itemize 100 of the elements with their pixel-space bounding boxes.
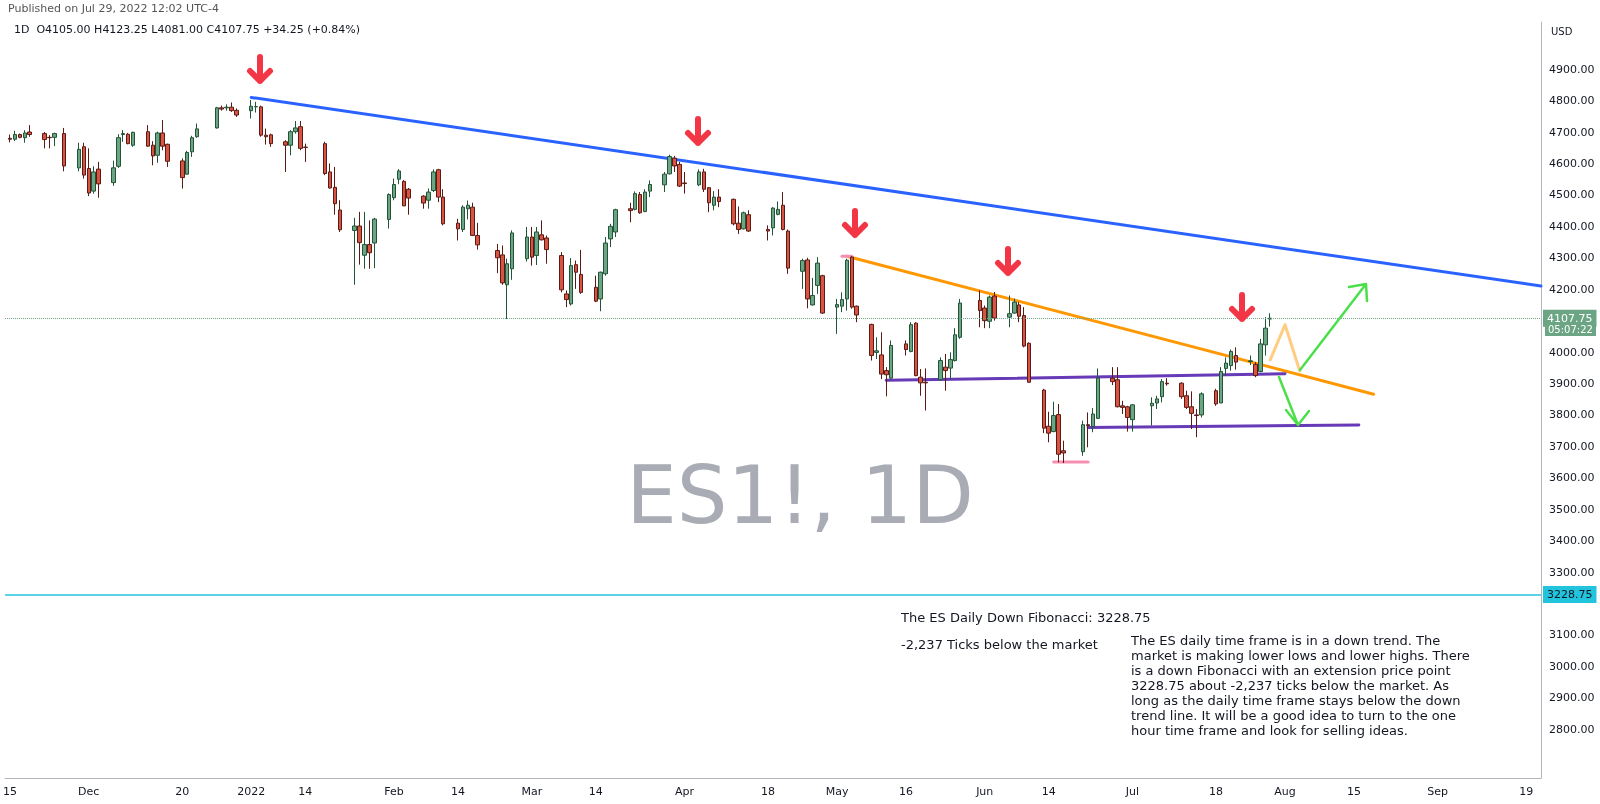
candlestick	[8, 134, 12, 143]
y-tick-label: 2800.00	[1549, 722, 1595, 736]
x-tick-label: Dec	[78, 785, 100, 798]
y-tick-label: 2900.00	[1549, 691, 1595, 705]
candlestick	[27, 124, 32, 138]
candlestick	[800, 258, 805, 290]
candlestick	[283, 139, 288, 173]
candlestick	[914, 321, 918, 377]
x-tick-label: 18	[1209, 785, 1224, 798]
candlestick	[367, 219, 372, 270]
candlestick	[594, 275, 598, 303]
y-tick-label: 3000.00	[1549, 659, 1595, 673]
candlestick	[155, 131, 160, 164]
x-tick-label: Aug	[1274, 785, 1296, 798]
candlestick	[909, 321, 913, 353]
y-tick-label: 4500.00	[1549, 188, 1595, 202]
candlestick	[943, 353, 948, 392]
x-tick-label: 14	[298, 785, 313, 798]
candlestick	[426, 188, 431, 210]
x-tick-label: 2022	[237, 785, 266, 798]
y-tick-label: 4400.00	[1549, 219, 1595, 233]
y-tick-label: 3600.00	[1549, 471, 1595, 485]
y-tick-label: 3900.00	[1549, 377, 1595, 390]
candlestick	[224, 103, 229, 112]
candlestick	[1234, 346, 1238, 371]
candlestick	[1160, 378, 1164, 403]
y-tick-label: 4600.00	[1549, 156, 1595, 170]
candlestick	[579, 249, 583, 295]
x-tick-label: Jul	[1124, 785, 1140, 798]
candlestick	[185, 150, 189, 176]
candlestick	[534, 226, 539, 266]
candlestick	[628, 202, 633, 223]
candlestick	[820, 274, 825, 315]
candlestick	[1086, 411, 1090, 448]
candlestick	[116, 133, 121, 169]
x-tick-label: Feb	[384, 785, 404, 798]
candlestick	[766, 224, 770, 241]
candlestick	[219, 105, 224, 112]
candlestick	[91, 165, 96, 195]
candlestick	[126, 132, 130, 145]
candlestick	[1165, 377, 1169, 387]
candlestick	[786, 228, 790, 275]
candlestick	[372, 217, 377, 269]
candlestick	[938, 356, 943, 382]
x-tick-label: Sep	[1427, 785, 1448, 798]
candlestick	[633, 190, 637, 211]
y-tick-label: 4200.00	[1549, 282, 1595, 296]
candlestick	[23, 129, 27, 144]
candlestick	[564, 289, 569, 308]
x-tick-label: 14	[1041, 785, 1056, 798]
candlestick	[697, 168, 701, 187]
y-tick-label: 4800.00	[1549, 94, 1595, 108]
candlestick	[1194, 408, 1199, 438]
ref-line-label: 3228.75	[1547, 588, 1593, 601]
x-tick-label: 14	[450, 785, 465, 798]
x-tick-label: 15	[1346, 785, 1361, 798]
candlestick	[638, 191, 642, 215]
candlestick	[52, 132, 57, 147]
x-tick-label: 15	[3, 785, 17, 798]
y-tick-label: 4000.00	[1549, 345, 1595, 359]
y-tick-label: 3800.00	[1549, 408, 1595, 422]
candlestick	[62, 127, 66, 172]
candlestick	[421, 194, 426, 210]
candlestick	[18, 133, 22, 139]
x-tick-label: Mar	[521, 785, 543, 798]
candlestick	[215, 106, 219, 130]
y-tick-label: 3300.00	[1549, 565, 1595, 579]
text: Published on Jul 29, 2022 12:02 UTC-4	[8, 2, 219, 15]
y-axis-title: USD	[1551, 25, 1573, 37]
candlestick	[805, 257, 810, 309]
x-tick-label: 18	[761, 785, 776, 798]
candlestick	[338, 199, 342, 233]
y-tick-label: 4900.00	[1549, 62, 1595, 76]
candlestick	[397, 168, 401, 185]
candlestick	[574, 260, 578, 290]
x-tick-label: Jun	[975, 785, 994, 798]
chart-subtitle: 1D O4105.00 H4123.25 L4081.00 C4107.75 +34.25 (+0.84%)	[14, 23, 361, 36]
candlestick	[559, 251, 564, 293]
annotation: The ES Daily Down Fibonacci: 3228.75	[901, 610, 1151, 625]
candlestick	[1051, 401, 1056, 433]
x-tick-label: 19	[1519, 785, 1534, 798]
candlestick	[1253, 361, 1258, 378]
candlestick	[1214, 388, 1218, 407]
candlestick	[1130, 403, 1135, 433]
candlestick	[190, 135, 194, 158]
candlestick	[992, 291, 997, 322]
candlestick	[741, 211, 746, 230]
y-tick-label: 3100.00	[1549, 628, 1595, 642]
candlestick	[874, 336, 879, 360]
annotation: -2,237 Ticks below the market	[901, 637, 1098, 652]
y-tick-label: 3400.00	[1549, 534, 1595, 548]
candlestick	[357, 211, 362, 266]
candlestick	[1081, 420, 1085, 457]
candlestick	[717, 188, 721, 208]
candlestick	[13, 130, 17, 142]
candlestick	[180, 157, 185, 190]
x-tick-label: Apr	[674, 785, 695, 798]
candlestick	[456, 218, 460, 241]
candlestick	[904, 339, 908, 357]
y-tick-label: 4300.00	[1549, 251, 1595, 265]
